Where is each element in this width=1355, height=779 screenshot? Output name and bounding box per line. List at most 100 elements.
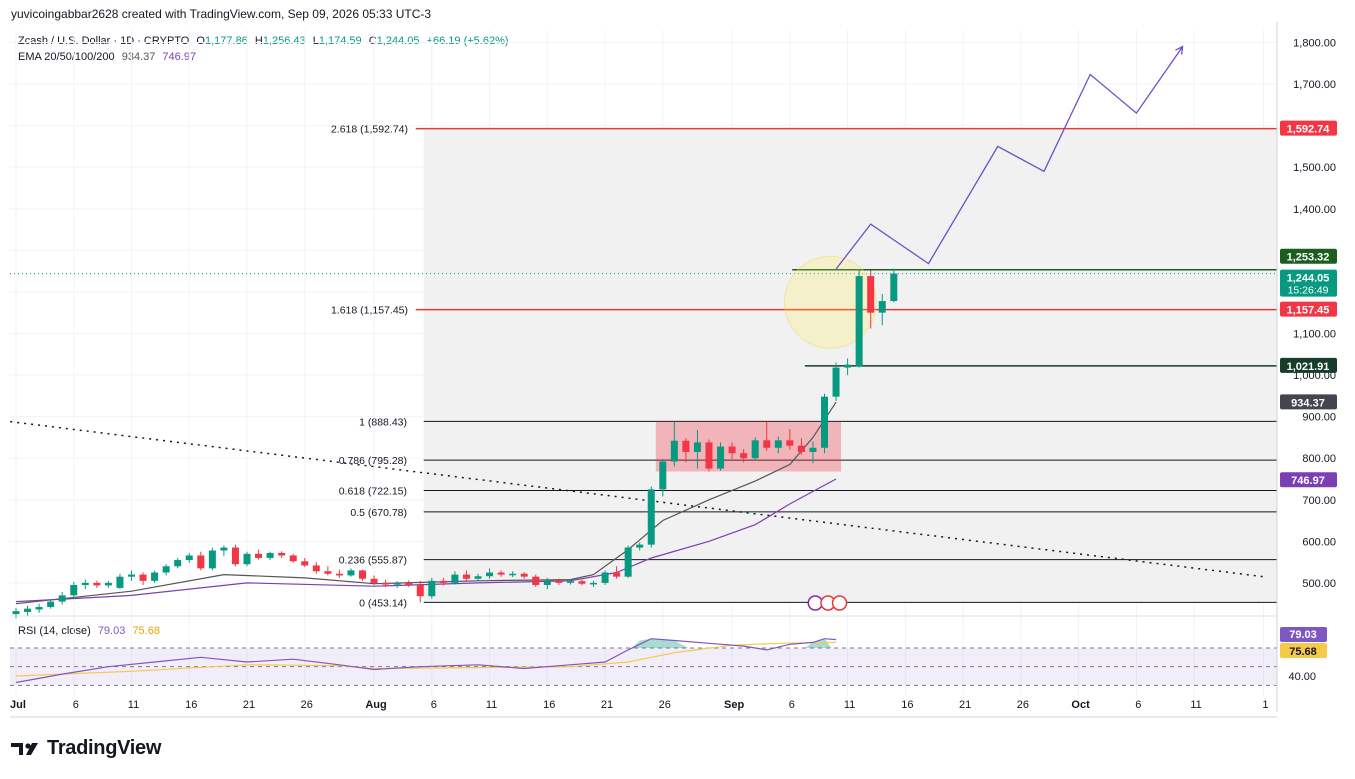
rsi-overbought-fill [804, 638, 832, 648]
time-axis-tick: 11 [486, 699, 497, 711]
close-value: 1,244.05 [376, 35, 420, 47]
descending-trendline [10, 420, 1264, 578]
candle-body [58, 595, 66, 602]
candle-body [312, 565, 320, 572]
price-axis-tick: 600.00 [1302, 536, 1336, 548]
projection-arrowhead [1175, 45, 1184, 55]
candle-body [289, 555, 297, 562]
tradingview-logo[interactable]: TradingView [11, 737, 161, 760]
candle-body [578, 581, 586, 584]
fibonacci-level-label: 1 (888.43) [359, 416, 407, 428]
price-label-value: 1,021.91 [1287, 361, 1330, 373]
price-axis-tick: 1,000.00 [1293, 370, 1336, 382]
candle-body [359, 570, 366, 579]
candle-body [855, 276, 863, 367]
rsi-overbought-fill [631, 638, 689, 648]
price-axis-tick: 700.00 [1302, 495, 1336, 507]
candle-body [405, 582, 413, 585]
symbol-legend: Zcash / U.S. Dollar · 1D · CRYPTO O1,177… [18, 35, 509, 47]
high-label: H [254, 35, 263, 47]
candle-body [347, 570, 355, 576]
candle-body [705, 442, 713, 469]
candle-body [335, 573, 343, 576]
time-axis-tick: 11 [1190, 699, 1201, 711]
economic-event-icon [831, 595, 848, 611]
price-axis-tick: 900.00 [1302, 412, 1336, 424]
candle-body [867, 276, 875, 313]
candle-body [717, 446, 725, 469]
tradingview-wordmark: TradingView [47, 737, 162, 759]
close-label: C [368, 35, 377, 47]
candle-body [35, 607, 43, 610]
time-axis-tick: 21 [601, 699, 613, 711]
tradingview-logo-icon [11, 742, 38, 755]
ema-legend[interactable]: EMA 20/50/100/200 934.37 746.97 [18, 51, 196, 63]
candle-body [47, 601, 55, 608]
rsi-ma-line [15, 641, 837, 677]
candle-body [751, 440, 759, 459]
candle-body [324, 571, 332, 574]
candle-body [278, 552, 286, 556]
price-label-tag [1280, 472, 1337, 488]
candle-body [266, 552, 274, 558]
candle-body [185, 555, 193, 561]
open-value: 1,177.86 [204, 35, 248, 47]
symbol-name[interactable]: Zcash / U.S. Dollar · 1D · CRYPTO [18, 35, 190, 47]
candle-body [474, 576, 482, 579]
candle-body [693, 442, 701, 452]
candle-body [486, 572, 494, 577]
rsi-value: 79.03 [97, 625, 126, 637]
fibonacci-level-label: 0 (453.14) [359, 597, 407, 609]
time-axis-tick: 21 [243, 699, 255, 711]
price-chart[interactable]: 0 (453.14) 0.236 (555.87) 0.5 (670.78) 0.61… [0, 0, 1355, 730]
rsi-ma-value: 75.68 [132, 625, 160, 637]
candle-body [128, 574, 135, 577]
candle-body [243, 553, 251, 565]
candle-body [70, 584, 78, 596]
candle-body [844, 364, 852, 368]
candle-body [208, 550, 216, 569]
price-axis-tick: 800.00 [1302, 453, 1336, 465]
price-label-value: 1,253.32 [1287, 252, 1330, 264]
candle-body [555, 580, 563, 583]
time-axis-tick: 26 [1017, 699, 1029, 711]
candle-body [104, 582, 112, 586]
low-label: L [312, 35, 319, 47]
fibonacci-level-label: 0.5 (670.78) [350, 507, 407, 519]
time-axis-tick: Aug [365, 699, 386, 711]
candle-body [532, 576, 540, 585]
candle-body [93, 582, 101, 586]
price-label-value: 1,592.74 [1287, 124, 1331, 136]
candle-body [301, 561, 309, 566]
price-label-value: 746.97 [1291, 475, 1325, 487]
candle-body [81, 582, 89, 585]
price-axis-tick: 1,700.00 [1293, 79, 1336, 91]
price-axis-tick: 1,400.00 [1293, 204, 1336, 216]
candle-body [659, 461, 667, 490]
fibonacci-level-label: 1.618 (1,157.45) [331, 305, 408, 317]
candle-body [797, 445, 805, 452]
time-axis-tick: 16 [901, 699, 913, 711]
low-value: 1,174.59 [318, 35, 362, 47]
fibonacci-level-label: 0.618 (722.15) [339, 486, 407, 498]
time-axis-tick: 11 [844, 699, 855, 711]
candle-body [139, 574, 147, 581]
rsi-legend[interactable]: RSI (14, close) 79.03 75.68 [18, 625, 160, 637]
fibonacci-level-label: 0.786 (795.28) [339, 455, 407, 467]
candle-body [601, 572, 609, 583]
candle-body [451, 574, 459, 583]
price-axis-tick: 1,100.00 [1293, 328, 1336, 340]
price-label-value: 1,157.45 [1287, 305, 1330, 317]
time-axis-tick: Jul [10, 699, 26, 711]
time-axis-tick: 6 [789, 699, 795, 711]
candle-body [809, 447, 817, 452]
candle-body [682, 440, 690, 452]
rsi-line [15, 638, 837, 684]
time-axis-tick: 26 [301, 699, 313, 711]
time-axis-tick: 1 [1262, 699, 1268, 711]
fibonacci-level-label: 0.236 (555.87) [339, 555, 407, 567]
time-axis-tick: 16 [185, 699, 197, 711]
highlight-circle [783, 255, 877, 349]
candle-body [590, 582, 597, 585]
candle-body [162, 566, 170, 573]
